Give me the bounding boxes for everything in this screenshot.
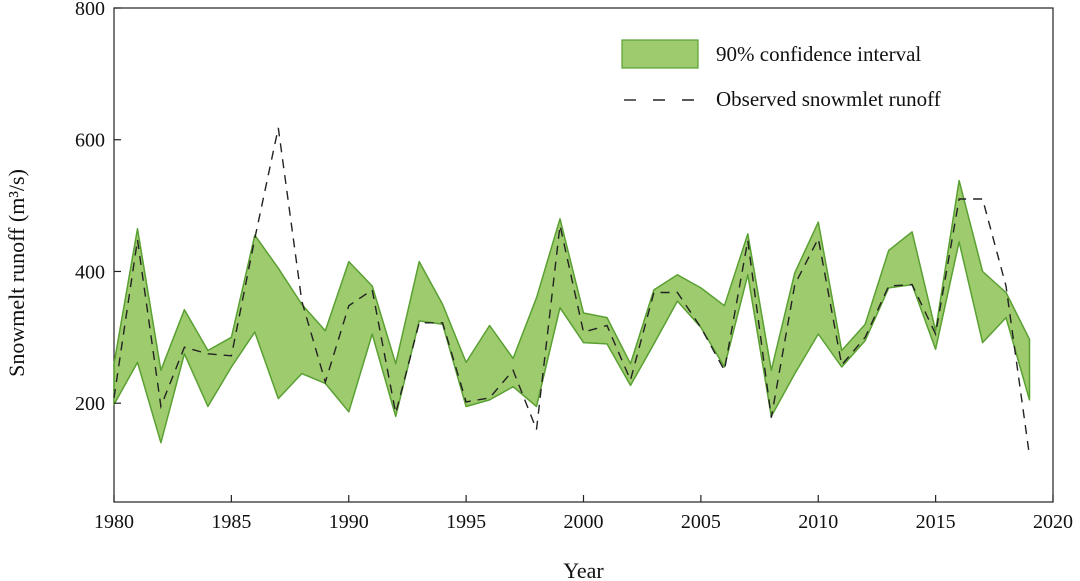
y-tick-label: 200 [75, 393, 105, 415]
y-axis-ticks: 200 400 600 800 [75, 0, 121, 415]
legend-label-confidence-interval: 90% confidence interval [716, 42, 921, 66]
x-tick-label: 2015 [916, 511, 956, 533]
observed-runoff-line [113, 127, 1031, 456]
x-tick-label: 2005 [681, 511, 721, 533]
legend-swatch-confidence-interval [621, 39, 699, 69]
x-axis-title: Year [563, 558, 604, 581]
x-tick-label: 1995 [446, 511, 486, 533]
y-tick-label: 600 [75, 130, 105, 152]
x-tick-label: 2010 [798, 511, 838, 533]
y-axis-title: Snowmelt runoff (m³/s) [4, 169, 29, 377]
x-tick-label: 2000 [564, 511, 604, 533]
legend-label-observed: Observed snowmlet runoff [716, 87, 941, 111]
x-tick-label: 1990 [329, 511, 369, 533]
x-tick-label: 1985 [211, 511, 251, 533]
confidence-band-area [113, 179, 1031, 444]
y-tick-label: 400 [75, 261, 105, 283]
legend: 90% confidence interval Observed snowmle… [621, 39, 941, 111]
x-tick-label: 2020 [1033, 511, 1073, 533]
x-axis-ticks: 1980 1985 1990 1995 2000 2005 2010 2015 2020 [94, 495, 1073, 533]
x-tick-label: 1980 [94, 511, 134, 533]
y-tick-label: 800 [75, 0, 105, 20]
